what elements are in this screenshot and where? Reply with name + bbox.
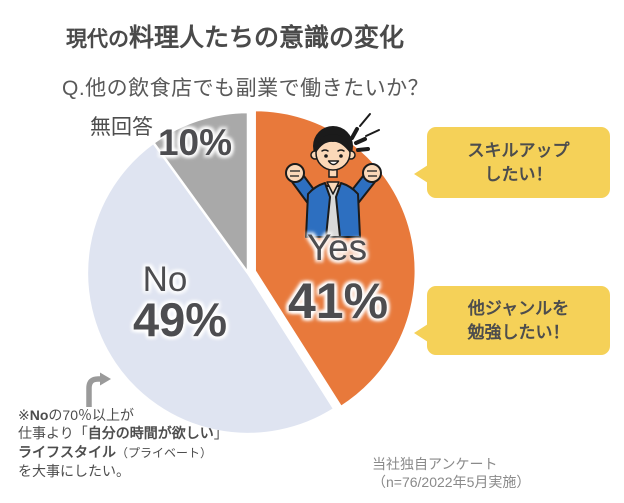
pie-slice-no [85, 141, 336, 436]
slice-value-no-answer: 10% [157, 122, 233, 163]
bubble-line: したい！ [484, 164, 553, 184]
slice-label-no-answer: 無回答 [90, 116, 153, 139]
title-main: 料理人たちの意識の変化 [129, 24, 405, 52]
slice-label-no: No [142, 260, 188, 299]
speech-bubble-skill-up: スキルアップ したい！ [414, 127, 610, 198]
speech-bubble-study-genre: 他ジャンルを 勉強したい！ [414, 286, 610, 355]
title-prefix: 現代の [66, 28, 129, 51]
footnote-line-1: ※Noの70％以上が [18, 407, 134, 423]
note-pointer-arrow-icon [86, 372, 111, 407]
slice-value-no: 49% [132, 293, 228, 346]
bubble-line: スキルアップ [467, 140, 570, 160]
slice-value-yes: 41% [287, 273, 389, 329]
page-title: 現代の料理人たちの意識の変化 [66, 18, 404, 54]
bubble-line: 他ジャンルを [467, 298, 570, 318]
bubble-line: 勉強したい！ [467, 322, 570, 342]
source-line-1: 当社独自アンケート [372, 456, 498, 472]
no-slice-footnote: ※Noの70％以上が 仕事より「自分の時間が欲しい」 ライフスタイル（プライベー… [18, 406, 258, 480]
face-features [321, 149, 345, 152]
cheering-person-illustration [285, 113, 382, 238]
excitement-lines-icon [350, 113, 380, 152]
footnote-line-4: を大事にしたい。 [18, 462, 130, 479]
source-line-2: （n=76/2022年5月実施） [372, 473, 531, 490]
pie-slice-no-answer [152, 110, 250, 275]
survey-question: Q.他の飲食店でも副業で働きたいか？ [62, 77, 430, 100]
survey-source-note: 当社独自アンケート （n=76/2022年5月実施） [372, 456, 530, 492]
fist-icons [285, 163, 382, 183]
footnote-line-3: ライフスタイル（プライベート） [18, 443, 213, 460]
slice-label-yes: Yes [306, 227, 368, 268]
footnote-line-2: 仕事より「自分の時間が欲しい」 [18, 425, 228, 442]
